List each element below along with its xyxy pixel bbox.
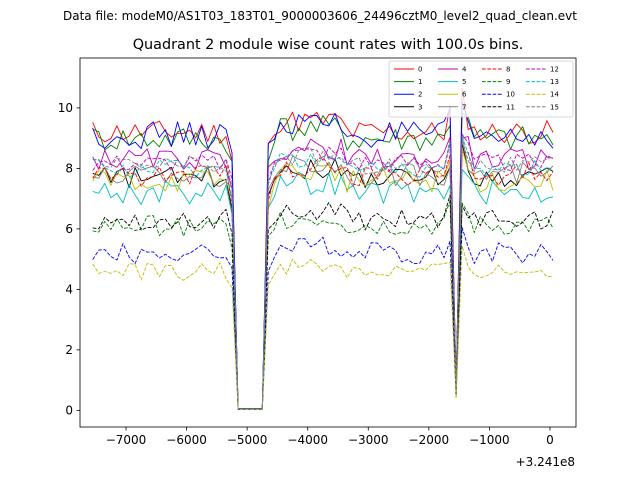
x-tick-label: −5000 <box>227 433 268 447</box>
legend-label-13: 13 <box>550 78 559 86</box>
series-line-3 <box>92 142 554 410</box>
y-tick-label: 6 <box>65 222 73 236</box>
legend-label-5: 5 <box>462 78 466 86</box>
plot-area <box>79 57 577 428</box>
y-tick-label: 10 <box>58 101 73 115</box>
y-axis: 0 2 4 6 8 10 <box>58 101 80 418</box>
legend-label-15: 15 <box>550 103 559 111</box>
axes-background <box>80 58 576 427</box>
y-tick-label: 4 <box>65 283 73 297</box>
y-tick-label: 2 <box>65 343 73 357</box>
y-tick-label: 0 <box>65 404 73 418</box>
series-line-2 <box>92 101 554 410</box>
x-tick-label: −4000 <box>287 433 328 447</box>
legend-label-10: 10 <box>506 91 515 99</box>
series-line-9 <box>92 200 554 410</box>
x-tick-label: −3000 <box>348 433 389 447</box>
series-line-15 <box>92 138 554 410</box>
legend-label-9: 9 <box>506 78 510 86</box>
y-tick-label: 8 <box>65 162 73 176</box>
series-line-11 <box>92 194 554 410</box>
x-tick-label: −6000 <box>166 433 207 447</box>
axes-frame <box>79 57 577 428</box>
x-tick-label: −1000 <box>469 433 510 447</box>
x-tick-label: −2000 <box>409 433 450 447</box>
legend-label-12: 12 <box>550 66 559 74</box>
x-tick-label: −7000 <box>106 433 147 447</box>
legend-label-1: 1 <box>418 78 422 86</box>
series-line-8 <box>92 151 554 410</box>
legend-label-11: 11 <box>506 103 515 111</box>
chart-title: Quadrant 2 module wise count rates with … <box>133 37 524 53</box>
x-offset-label: +3.241e8 <box>516 455 575 469</box>
series-line-1 <box>92 112 554 410</box>
legend-label-4: 4 <box>462 66 467 74</box>
legend-label-8: 8 <box>506 66 510 74</box>
x-axis: −7000 −6000 −5000 −4000 −3000 −2000 −1000 0 <box>106 427 554 447</box>
legend-label-2: 2 <box>418 91 422 99</box>
figure-suptitle: Data file: modeM0/AS1T03_183T01_90000036… <box>63 9 577 23</box>
legend-label-14: 14 <box>550 91 559 99</box>
series-line-6 <box>92 148 554 410</box>
legend-label-7: 7 <box>462 103 466 111</box>
series-line-14 <box>92 245 554 410</box>
x-tick-label: 0 <box>546 433 554 447</box>
series-line-10 <box>92 226 554 410</box>
series-line-13 <box>92 135 554 410</box>
series-line-12 <box>92 133 554 410</box>
series-line-5 <box>92 168 554 410</box>
series-line-7 <box>92 134 554 410</box>
legend-label-0: 0 <box>418 66 422 74</box>
series-line-4 <box>92 136 554 410</box>
legend-label-3: 3 <box>418 103 422 111</box>
legend-label-6: 6 <box>462 91 467 99</box>
legend-frame <box>388 60 574 118</box>
